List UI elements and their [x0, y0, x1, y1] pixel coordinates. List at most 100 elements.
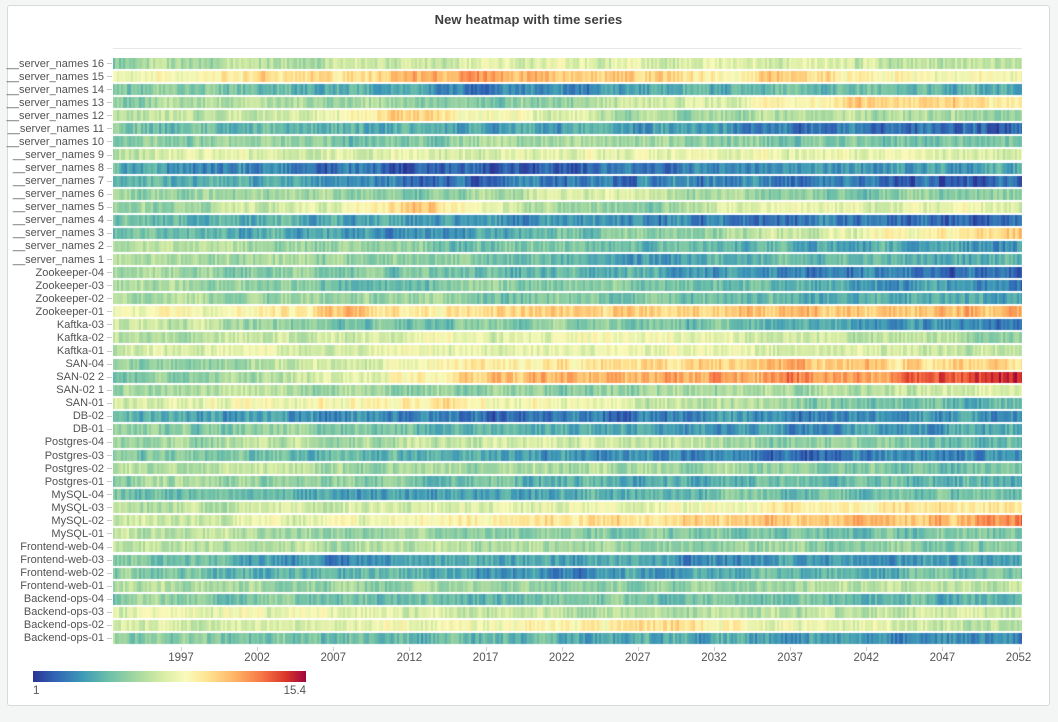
- row-tick-mark: [107, 311, 112, 313]
- row-tick-mark: [107, 637, 112, 639]
- row-label: __server_names 15: [6, 70, 104, 83]
- time-tick-mark: [637, 647, 639, 651]
- row-tick-mark: [107, 219, 112, 221]
- time-tick-mark: [409, 647, 411, 651]
- row-tick-mark: [107, 624, 112, 626]
- row-label: __server_names 13: [6, 96, 104, 109]
- row-label: Frontend-web-01: [20, 580, 104, 593]
- time-tick-mark: [866, 647, 868, 651]
- row-label: __server_names 4: [12, 214, 104, 227]
- time-tick-mark: [561, 647, 563, 651]
- row-label: SAN-02 2: [56, 371, 104, 384]
- row-label: Postgres-01: [44, 475, 104, 488]
- row-label: __server_names 12: [6, 109, 104, 122]
- row-tick-mark: [107, 441, 112, 443]
- row-tick-mark: [107, 167, 112, 169]
- row-label: Postgres-04: [44, 436, 104, 449]
- row-tick-mark: [107, 115, 112, 117]
- time-tick-mark: [714, 647, 715, 651]
- row-label: Frontend-web-04: [20, 541, 104, 553]
- time-tick-label: 2032: [701, 652, 727, 664]
- row-tick-mark: [107, 206, 112, 208]
- row-tick-mark: [107, 363, 112, 365]
- row-label: Postgres-02: [44, 462, 104, 475]
- row-tick-mark: [107, 350, 112, 352]
- row-tick-mark: [107, 507, 112, 509]
- row-label: __server_names 1: [12, 253, 104, 266]
- row-tick-mark: [107, 611, 112, 613]
- legend-min-value: 1: [33, 685, 40, 697]
- row-label: __server_names 16: [6, 57, 104, 70]
- time-tick-label: 2007: [320, 652, 347, 664]
- row-tick-mark: [107, 298, 112, 300]
- row-label: __server_names 7: [12, 175, 104, 188]
- row-tick-mark: [107, 572, 112, 574]
- row-label: SAN-01: [65, 397, 104, 410]
- row-tick-mark: [107, 389, 112, 391]
- row-label: Frontend-web-03: [20, 554, 104, 566]
- row-tick-mark: [107, 76, 112, 78]
- row-label: MySQL-03: [51, 501, 104, 514]
- row-tick-mark: [107, 89, 112, 91]
- row-tick-mark: [107, 598, 112, 600]
- row-tick-mark: [107, 481, 112, 483]
- row-tick-mark: [107, 285, 112, 287]
- row-tick-mark: [107, 494, 112, 496]
- time-tick-mark: [257, 647, 259, 651]
- row-tick-mark: [107, 415, 112, 417]
- row-tick-mark: [107, 402, 112, 404]
- row-label: __server_names 2: [12, 240, 104, 253]
- row-tick-mark: [107, 520, 112, 522]
- row-tick-mark: [107, 193, 112, 195]
- row-tick-mark: [107, 455, 112, 456]
- row-label: Zookeeper-02: [35, 292, 105, 305]
- row-tick-mark: [107, 128, 112, 130]
- row-tick-mark: [107, 232, 112, 234]
- color-scale-legend: [33, 671, 306, 682]
- row-tick-mark: [107, 585, 112, 587]
- heatmap-canvas[interactable]: [113, 58, 1022, 646]
- row-label: Zookeeper-03: [35, 279, 105, 292]
- row-label: MySQL-02: [51, 514, 104, 527]
- row-tick-mark: [107, 63, 112, 64]
- row-label: Zookeeper-04: [35, 266, 105, 279]
- row-label: Kaftka-02: [56, 331, 104, 344]
- row-tick-mark: [107, 533, 112, 535]
- row-label: Backend-ops-03: [23, 606, 104, 619]
- row-tick-mark: [107, 559, 112, 561]
- row-tick-mark: [107, 546, 112, 548]
- row-label: Backend-ops-02: [23, 619, 104, 632]
- time-tick-label: 2002: [244, 652, 270, 664]
- row-label: __server_names 6: [12, 188, 104, 201]
- row-label: __server_names 8: [12, 162, 104, 174]
- time-tick-mark: [942, 647, 944, 651]
- time-tick-label: 2037: [777, 652, 803, 664]
- panel-title-divider: [113, 48, 1022, 49]
- time-tick-mark: [1018, 647, 1020, 651]
- row-label: __server_names 11: [7, 122, 104, 135]
- row-tick-mark: [107, 154, 112, 156]
- row-tick-mark: [107, 180, 112, 182]
- row-label: Backend-ops-01: [23, 632, 104, 645]
- row-tick-mark: [107, 272, 112, 274]
- row-label: Frontend-web-02: [20, 567, 104, 580]
- row-label: DB-01: [72, 423, 104, 436]
- time-tick-label: 2047: [929, 652, 956, 664]
- panel-title: New heatmap with time series: [434, 12, 623, 27]
- legend-max-value: 15.4: [283, 685, 306, 697]
- time-tick-mark: [790, 647, 792, 651]
- row-tick-mark: [107, 337, 112, 339]
- row-label: __server_names 3: [12, 227, 104, 240]
- time-tick-mark: [181, 647, 182, 651]
- time-tick-label: 2027: [625, 652, 651, 664]
- row-tick-mark: [107, 376, 112, 378]
- row-label: MySQL-04: [51, 488, 104, 501]
- row-label: __server_names 14: [6, 83, 104, 96]
- row-label: __server_names 10: [6, 135, 104, 148]
- time-tick-label: 2042: [853, 652, 880, 664]
- row-tick-mark: [107, 428, 112, 430]
- row-label: __server_names 5: [12, 201, 104, 214]
- row-tick-mark: [107, 245, 112, 247]
- time-tick-label: 2052: [1005, 652, 1032, 664]
